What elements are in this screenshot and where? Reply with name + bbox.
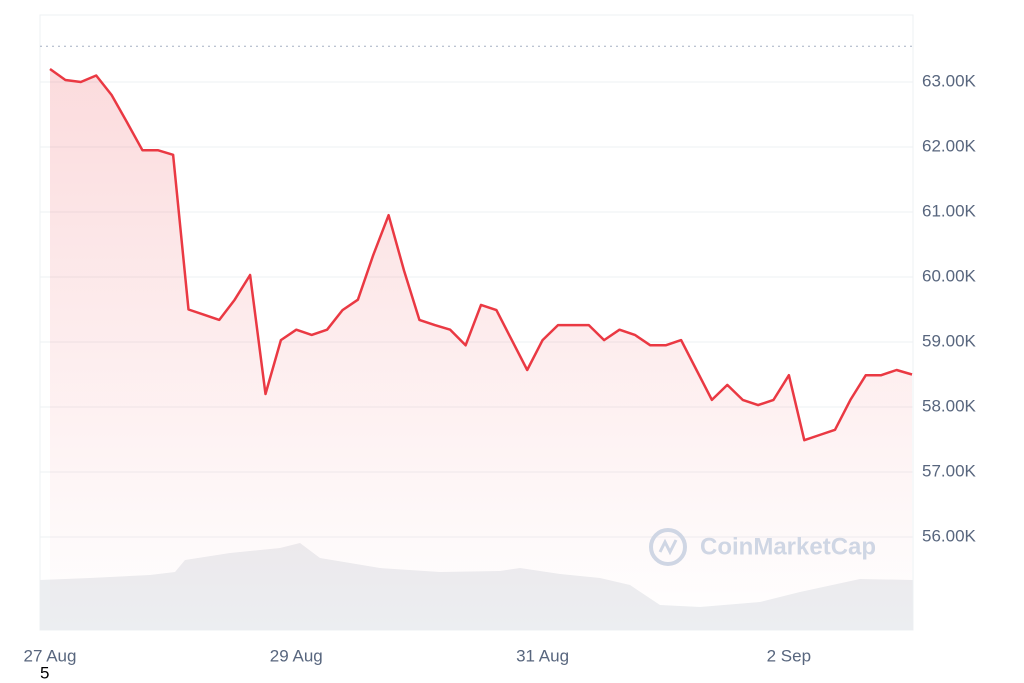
y-tick-label: 60.00K — [922, 266, 977, 285]
x-tick-label: 31 Aug — [516, 646, 569, 665]
y-tick-label: 61.00K — [922, 201, 977, 220]
x-tick-label: 27 Aug — [24, 646, 77, 665]
footnote: 5 — [40, 663, 49, 682]
y-tick-label: 62.00K — [922, 136, 977, 155]
y-tick-label: 63.00K — [922, 71, 977, 90]
y-tick-label: 59.00K — [922, 331, 977, 350]
x-tick-label: 2 Sep — [767, 646, 811, 665]
watermark: CoinMarketCap — [700, 533, 876, 560]
x-tick-label: 29 Aug — [270, 646, 323, 665]
y-tick-label: 58.00K — [922, 396, 977, 415]
price-area — [50, 69, 912, 630]
y-tick-label: 56.00K — [922, 527, 977, 546]
y-tick-label: 57.00K — [922, 462, 977, 481]
watermark-logo — [649, 528, 687, 566]
price-line — [49, 67, 913, 442]
